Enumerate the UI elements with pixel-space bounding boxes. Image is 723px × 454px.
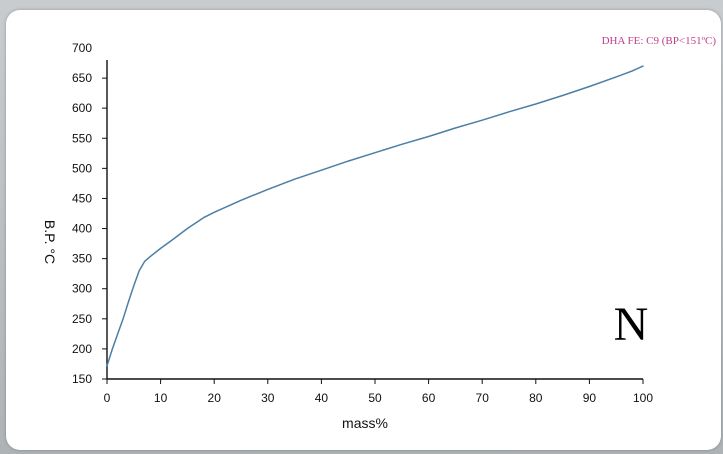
x-tick-label: 60: [422, 391, 436, 405]
y-tick-label: 250: [72, 312, 92, 326]
y-tick-label: 600: [72, 101, 92, 115]
x-tick-label: 80: [529, 391, 543, 405]
y-tick-label: 650: [72, 71, 92, 85]
y-tick-label: 700: [72, 41, 92, 55]
chart-ticks: 0 10 20 30 40 50 60 70 80 90 100 150 200 250 300 350 400…: [72, 41, 653, 405]
series-line-0: [106, 65, 644, 367]
x-tick-label: 40: [315, 391, 329, 405]
x-tick-label: 70: [476, 391, 490, 405]
x-tick-label: 10: [154, 391, 168, 405]
x-tick-label: 30: [261, 391, 275, 405]
y-tick-label: 200: [72, 342, 92, 356]
boiling-point-chart: 0 10 20 30 40 50 60 70 80 90 100 150 200 250 300 350 400…: [42, 35, 717, 431]
annotation-label: DHA FE: C9 (BP<151ºC): [602, 35, 717, 47]
chart-plot-area: [106, 65, 644, 367]
chart-card: 0 10 20 30 40 50 60 70 80 90 100 150 200 250 300 350 400…: [6, 10, 721, 450]
chart-axes: [106, 60, 643, 380]
x-tick-label: 100: [633, 391, 653, 405]
x-tick-label: 0: [104, 391, 111, 405]
y-tick-label: 350: [72, 252, 92, 266]
corner-letter: N: [614, 298, 649, 351]
y-tick-label: 550: [72, 131, 92, 145]
y-tick-label: 450: [72, 191, 92, 205]
x-tick-label: 20: [208, 391, 222, 405]
y-axis-title: B.P. °C: [42, 220, 58, 264]
x-axis-title: mass%: [342, 415, 388, 431]
x-tick-label: 90: [583, 391, 597, 405]
x-tick-label: 50: [368, 391, 382, 405]
y-tick-label: 500: [72, 161, 92, 175]
y-tick-label: 150: [72, 372, 92, 386]
y-tick-label: 400: [72, 222, 92, 236]
y-tick-label: 300: [72, 282, 92, 296]
